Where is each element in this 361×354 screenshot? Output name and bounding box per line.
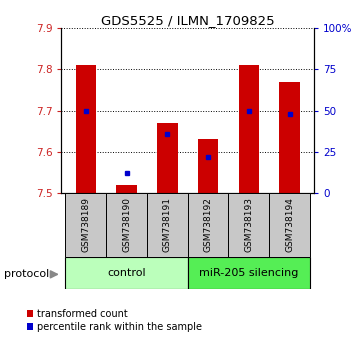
Title: GDS5525 / ILMN_1709825: GDS5525 / ILMN_1709825 [101, 14, 274, 27]
Bar [65, 193, 106, 257]
Text: GSM738191: GSM738191 [163, 197, 172, 252]
Bar [229, 193, 269, 257]
Bar [239, 65, 259, 193]
Bar [65, 257, 188, 289]
Bar [147, 193, 188, 257]
Text: GSM738194: GSM738194 [285, 197, 294, 252]
Bar [116, 185, 137, 193]
Text: GSM738189: GSM738189 [81, 197, 90, 252]
Bar [279, 82, 300, 193]
Text: control: control [107, 268, 146, 278]
Bar [76, 65, 96, 193]
Bar [198, 139, 218, 193]
Bar [106, 193, 147, 257]
Bar [188, 193, 229, 257]
Text: GSM738192: GSM738192 [204, 197, 213, 252]
Text: protocol: protocol [4, 269, 49, 279]
Legend: transformed count, percentile rank within the sample: transformed count, percentile rank withi… [26, 309, 202, 332]
Bar [188, 257, 310, 289]
Bar [157, 123, 178, 193]
Bar [269, 193, 310, 257]
Text: GSM738190: GSM738190 [122, 197, 131, 252]
Text: miR-205 silencing: miR-205 silencing [199, 268, 299, 278]
Text: GSM738193: GSM738193 [244, 197, 253, 252]
